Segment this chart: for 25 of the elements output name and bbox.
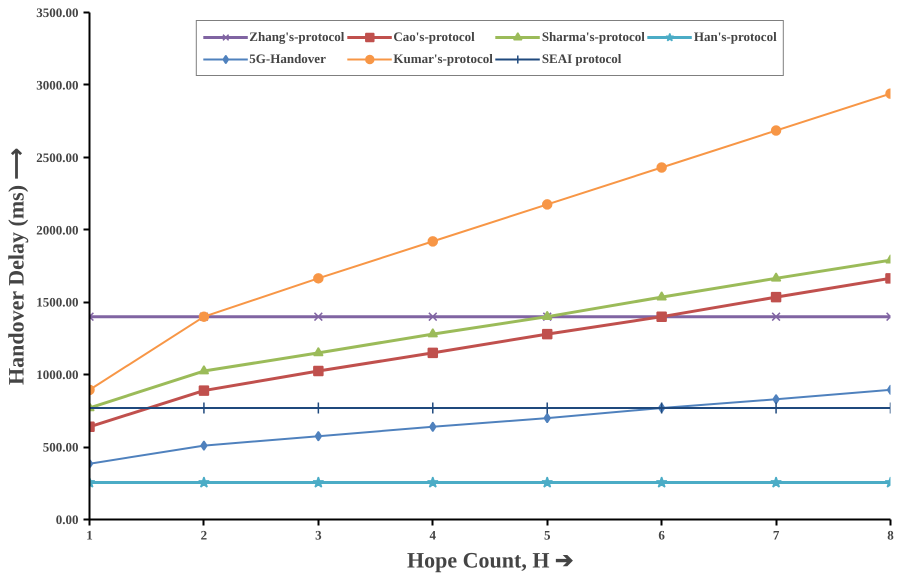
y-tick-label: 3500.00: [36, 5, 78, 20]
legend-label: Zhang's-protocol: [249, 29, 344, 45]
y-axis-title: Handover Delay (ms) ⟶: [3, 147, 28, 385]
legend-label: Sharma's-protocol: [542, 29, 645, 45]
legend-label: Cao's-protocol: [393, 29, 475, 45]
y-tick-label: 0.00: [56, 512, 78, 527]
y-tick-label: 3000.00: [36, 77, 78, 92]
y-tick-label: 1500.00: [36, 294, 78, 310]
y-tick-label: 2500.00: [36, 150, 78, 165]
y-tick-label: 1000.00: [36, 367, 78, 382]
x-tick-label: 7: [772, 528, 780, 542]
x-tick-label: 2: [200, 528, 208, 542]
x-tick-label: 4: [430, 528, 437, 542]
x-axis-title: Hope Count, H ➔: [407, 548, 573, 572]
legend-label: Han's-protocol: [694, 29, 777, 45]
x-tick-label: 8: [887, 528, 894, 542]
x-tick-label: 1: [86, 528, 93, 542]
legend-label: SEAI protocol: [542, 51, 622, 67]
y-tick-label: 2000.00: [36, 222, 78, 238]
legend-label: Kumar's-protocol: [393, 51, 493, 67]
legend-label: 5G-Handover: [249, 51, 326, 67]
x-tick-label: 6: [658, 528, 666, 542]
y-tick-label: 500.00: [42, 440, 78, 455]
x-tick-label: 3: [315, 528, 322, 542]
x-tick-label: 5: [544, 528, 551, 542]
